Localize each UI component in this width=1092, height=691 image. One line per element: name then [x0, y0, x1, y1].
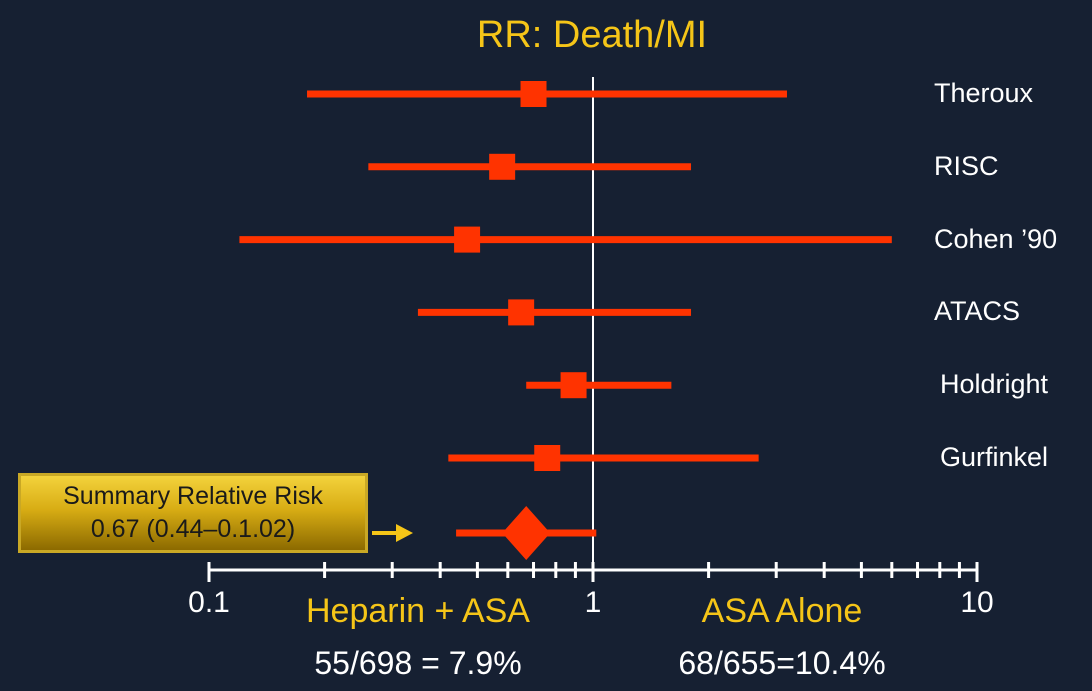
point-estimate-atacs: [508, 299, 535, 326]
chart-title: RR: Death/MI: [476, 14, 708, 56]
summary-relative-risk-box: Summary Relative Risk 0.67 (0.44–0.1.02): [18, 473, 368, 553]
summary-label-line1: Summary Relative Risk: [63, 482, 323, 510]
right-group-label: ASA Alone: [701, 592, 863, 630]
summary-diamond: [502, 506, 551, 560]
study-label-gurfinkel: Gurfinkel: [940, 442, 1049, 472]
left-group-label: Heparin + ASA: [306, 592, 530, 630]
point-estimate-holdright: [560, 372, 587, 399]
left-event-rate: 55/698 = 7.9%: [314, 645, 522, 681]
point-estimate-cohen-90: [454, 226, 481, 253]
point-estimate-risc: [489, 153, 516, 180]
x-tick-label-0.1: 0.1: [188, 586, 230, 619]
study-label-theroux: Theroux: [934, 78, 1034, 108]
study-label-cohen-90: Cohen ’90: [934, 223, 1058, 254]
study-label-risc: RISC: [934, 150, 999, 181]
x-tick-label-1: 1: [584, 586, 602, 619]
study-label-atacs: ATACS: [934, 296, 1021, 327]
study-label-holdright: Holdright: [940, 369, 1049, 400]
right-event-rate: 68/655=10.4%: [678, 645, 886, 681]
point-estimate-gurfinkel: [534, 445, 561, 471]
point-estimate-theroux: [520, 81, 547, 107]
x-tick-label-10: 10: [960, 586, 994, 619]
summary-label-line2: 0.67 (0.44–0.1.02): [90, 515, 296, 543]
summary-arrow-head: [396, 524, 413, 542]
